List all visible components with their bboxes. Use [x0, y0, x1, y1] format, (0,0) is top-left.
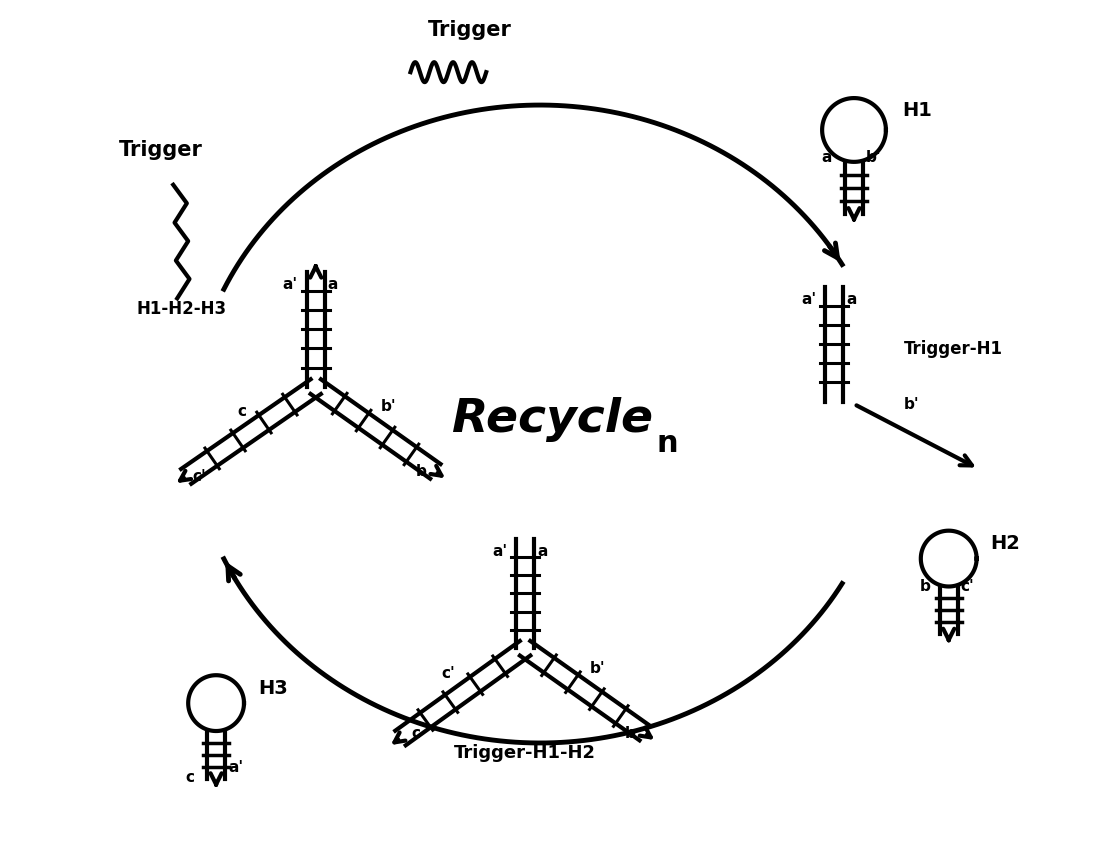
Text: n: n	[657, 430, 678, 459]
Text: H3: H3	[258, 679, 288, 698]
Text: b': b'	[589, 661, 605, 676]
Text: Trigger-H1-H2: Trigger-H1-H2	[455, 744, 596, 762]
Text: Trigger: Trigger	[119, 140, 204, 160]
Text: c': c'	[961, 579, 974, 594]
Text: a: a	[327, 277, 338, 292]
Text: c': c'	[192, 469, 206, 484]
Text: b': b'	[866, 150, 881, 166]
Text: c: c	[237, 404, 246, 419]
Text: a': a'	[801, 292, 816, 307]
Text: a: a	[822, 150, 832, 166]
Text: b': b'	[380, 399, 396, 414]
Text: c': c'	[441, 666, 456, 680]
Text: Trigger: Trigger	[428, 21, 512, 40]
Text: H1: H1	[901, 101, 931, 119]
Text: b': b'	[904, 397, 919, 411]
Text: Trigger-H1: Trigger-H1	[904, 340, 1003, 358]
Text: a: a	[538, 544, 547, 559]
Text: b: b	[416, 464, 426, 478]
Text: a': a'	[228, 760, 243, 776]
Text: Recycle: Recycle	[452, 397, 654, 442]
Text: a': a'	[283, 277, 298, 292]
Text: a': a'	[492, 544, 508, 559]
Text: b: b	[625, 726, 636, 740]
Text: a: a	[846, 292, 856, 307]
Text: c: c	[185, 771, 195, 785]
Text: b: b	[920, 579, 931, 594]
Text: c: c	[411, 726, 420, 740]
Text: H2: H2	[991, 534, 1021, 553]
Text: H1-H2-H3: H1-H2-H3	[136, 301, 227, 319]
